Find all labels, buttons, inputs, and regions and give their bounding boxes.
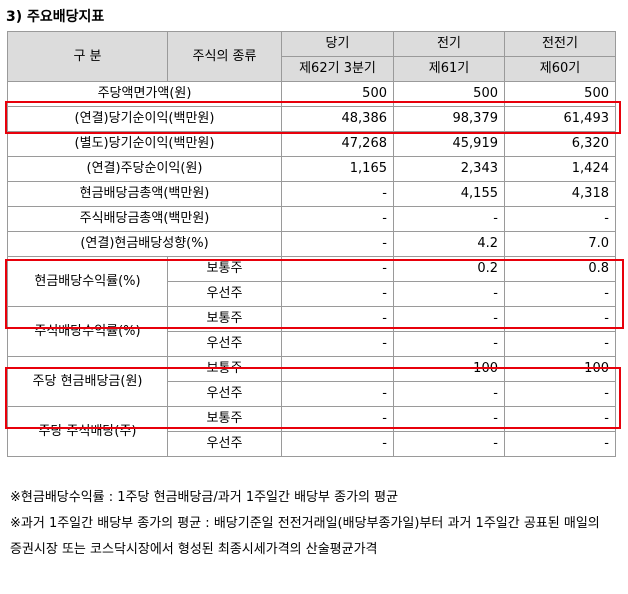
stock-type: 보통주 — [167, 406, 282, 432]
cell-value: - — [393, 281, 505, 307]
dividend-indicator-table: 구 분 주식의 종류 당기 전기 전전기 제62기 3분기 제61기 제60기 … — [7, 31, 616, 457]
cell-value: 500 — [281, 81, 394, 107]
group-label: 현금배당수익률(%) — [7, 256, 168, 307]
table-row: 주당 현금배당금(원) 보통주 - 100 100 — [7, 356, 616, 407]
header-subperiod-prior2: 제60기 — [504, 56, 616, 82]
cell-value: - — [393, 431, 505, 457]
header-row-2: 제62기 3분기 제61기 제60기 — [8, 56, 616, 82]
cell-value: 7.0 — [504, 231, 616, 257]
header-period-current: 당기 — [281, 31, 394, 57]
stock-type: 우선주 — [167, 281, 282, 307]
cell-value: - — [281, 356, 394, 382]
table-row: (연결)당기순이익(백만원) 48,386 98,379 61,493 — [7, 106, 616, 132]
header-row-1: 구 분 주식의 종류 당기 전기 전전기 — [7, 31, 616, 82]
cell-value: 100 — [504, 356, 616, 382]
cell-value: - — [393, 331, 505, 357]
cell-value: - — [281, 256, 394, 282]
table-row: 우선주 - - - — [8, 431, 616, 457]
table-row: 현금배당수익률(%) 보통주 - 0.2 0.8 — [7, 256, 616, 307]
cell-value: - — [281, 231, 394, 257]
cell-value: 47,268 — [281, 131, 394, 157]
cell-value: 45,919 — [393, 131, 505, 157]
stock-type: 우선주 — [167, 381, 282, 407]
cell-value: - — [393, 381, 505, 407]
table-row: 주당액면가액(원) 500 500 500 — [7, 81, 616, 107]
cell-value: 100 — [393, 356, 505, 382]
table-row: 주당 주식배당(주) 보통주 - - - — [7, 406, 616, 457]
cell-value: - — [281, 406, 394, 432]
table-row: (별도)당기순이익(백만원) 47,268 45,919 6,320 — [7, 131, 616, 157]
footnote: ※현금배당수익률 : 1주당 현금배당금/과거 1주일간 배당부 종가의 평균 — [10, 490, 399, 505]
row-label: 주식배당금총액(백만원) — [7, 206, 282, 232]
table-row: 우선주 - - - — [8, 331, 616, 357]
cell-value: - — [281, 181, 394, 207]
cell-value: - — [281, 306, 394, 332]
cell-value: 4,318 — [504, 181, 616, 207]
group-label: 주식배당수익률(%) — [7, 306, 168, 357]
table-row: 주식배당수익률(%) 보통주 - - - — [7, 306, 616, 357]
cell-value: - — [281, 381, 394, 407]
stock-type: 보통주 — [167, 256, 282, 282]
group-label: 주당 현금배당금(원) — [7, 356, 168, 407]
cell-value: 500 — [504, 81, 616, 107]
header-subperiod-current: 제62기 3분기 — [281, 56, 394, 82]
row-label: 현금배당금총액(백만원) — [7, 181, 282, 207]
cell-value: 1,165 — [281, 156, 394, 182]
cell-value: 2,343 — [393, 156, 505, 182]
cell-value: 0.2 — [393, 256, 505, 282]
stock-type: 보통주 — [167, 356, 282, 382]
stock-type: 우선주 — [167, 431, 282, 457]
footnotes: ※현금배당수익률 : 1주당 현금배당금/과거 1주일간 배당부 종가의 평균 … — [10, 485, 615, 563]
cell-value: 4,155 — [393, 181, 505, 207]
cell-value: - — [504, 206, 616, 232]
header-period-prior: 전기 — [393, 31, 505, 57]
cell-value: - — [281, 431, 394, 457]
cell-value: - — [504, 281, 616, 307]
table-row: (연결)주당순이익(원) 1,165 2,343 1,424 — [7, 156, 616, 182]
cell-value: 0.8 — [504, 256, 616, 282]
cell-value: - — [393, 406, 505, 432]
stock-type: 우선주 — [167, 331, 282, 357]
cell-value: 4.2 — [393, 231, 505, 257]
row-label: (연결)현금배당성향(%) — [7, 231, 282, 257]
cell-value: 500 — [393, 81, 505, 107]
header-period-prior2: 전전기 — [504, 31, 616, 57]
cell-value: - — [393, 206, 505, 232]
group-label: 주당 주식배당(주) — [7, 406, 168, 457]
table-row: 현금배당금총액(백만원) - 4,155 4,318 — [7, 181, 616, 207]
row-label: (연결)주당순이익(원) — [7, 156, 282, 182]
table-row: 우선주 - - - — [8, 281, 616, 307]
cell-value: - — [281, 281, 394, 307]
cell-value: 98,379 — [393, 106, 505, 132]
header-subperiod-prior: 제61기 — [393, 56, 505, 82]
stock-type: 보통주 — [167, 306, 282, 332]
cell-value: - — [504, 431, 616, 457]
table-row: 우선주 - - - — [8, 381, 616, 407]
row-label: 주당액면가액(원) — [7, 81, 282, 107]
cell-value: - — [504, 406, 616, 432]
row-label: (별도)당기순이익(백만원) — [7, 131, 282, 157]
table-row: 주식배당금총액(백만원) - - - — [7, 206, 616, 232]
footnote: ※과거 1주일간 배당부 종가의 평균 : 배당기준일 전전거래일(배당부종가일… — [10, 516, 600, 557]
cell-value: - — [504, 331, 616, 357]
cell-value: - — [281, 331, 394, 357]
header-gubun: 구 분 — [7, 31, 168, 82]
row-label: (연결)당기순이익(백만원) — [7, 106, 282, 132]
cell-value: - — [393, 306, 505, 332]
cell-value: 6,320 — [504, 131, 616, 157]
header-stock-type: 주식의 종류 — [167, 31, 282, 82]
cell-value: 48,386 — [281, 106, 394, 132]
cell-value: - — [504, 306, 616, 332]
cell-value: - — [281, 206, 394, 232]
cell-value: 61,493 — [504, 106, 616, 132]
table-row: (연결)현금배당성향(%) - 4.2 7.0 — [7, 231, 616, 257]
cell-value: - — [504, 381, 616, 407]
section-title: 3) 주요배당지표 — [6, 9, 105, 25]
cell-value: 1,424 — [504, 156, 616, 182]
